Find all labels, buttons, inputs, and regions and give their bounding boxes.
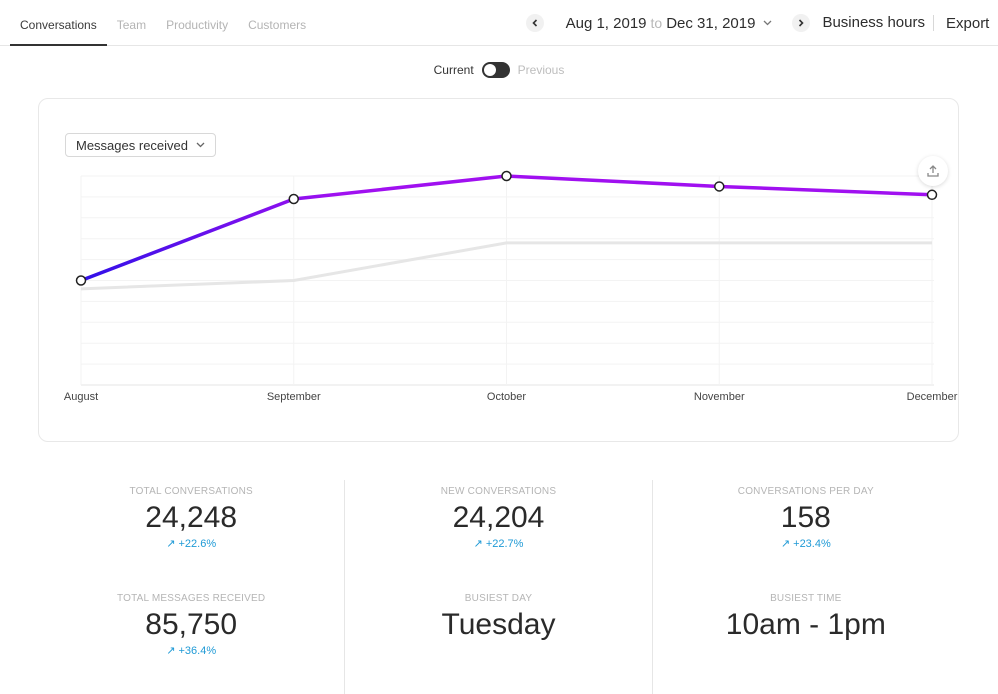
- chart-grid: [80, 175, 934, 386]
- tab-conversations[interactable]: Conversations: [10, 0, 107, 46]
- stat-label: Total Messages Received: [116, 593, 266, 604]
- stat-value: 24,248: [145, 501, 238, 534]
- stat-label: Total Conversations: [129, 486, 253, 497]
- stat-value: 85,750: [145, 608, 238, 641]
- chevron-left-icon[interactable]: [525, 14, 544, 32]
- stat-value: Tuesday: [441, 608, 556, 641]
- stat-total-messages-received: Total Messages Received 85,750 ↗ +36.4%: [38, 593, 344, 657]
- date-end: Dec 31, 2019: [666, 14, 756, 32]
- stat-change-value: +36.4%: [178, 645, 217, 657]
- stats-column: Total Conversations 24,248 ↗ +22.6% Tota…: [38, 480, 344, 694]
- switch-knob: [483, 64, 496, 76]
- date-connector: to: [650, 15, 663, 31]
- metric-select-value: Messages received: [76, 137, 188, 153]
- x-tick-label: August: [64, 391, 98, 403]
- chevron-right-icon[interactable]: [792, 14, 811, 32]
- stat-label: Conversations Per Day: [737, 486, 874, 497]
- stat-change: ↗ +23.4%: [780, 538, 831, 550]
- data-point[interactable]: [501, 170, 512, 182]
- stat-change: ↗ +36.4%: [166, 645, 217, 657]
- stats-panel: Total Conversations 24,248 ↗ +22.6% Tota…: [38, 480, 959, 694]
- date-controls: Aug 1, 2019 to Dec 31, 2019 Business hou…: [525, 0, 998, 46]
- stats-column: New Conversations 24,204 ↗ +22.7% Busies…: [344, 480, 651, 694]
- tab-team[interactable]: Team: [116, 18, 147, 32]
- stat-conversations-per-day: Conversations Per Day 158 ↗ +23.4%: [653, 486, 959, 550]
- previous-label[interactable]: Previous: [517, 63, 565, 77]
- top-navigation: Conversations Team Productivity Customer…: [0, 0, 998, 46]
- stat-busiest-time: Busiest Time 10am - 1pm: [653, 593, 959, 642]
- stat-change-value: +22.7%: [485, 538, 524, 550]
- business-hours-button[interactable]: Business hours: [822, 15, 934, 31]
- tab-productivity[interactable]: Productivity: [166, 18, 229, 32]
- stat-total-conversations: Total Conversations 24,248 ↗ +22.6%: [38, 486, 344, 550]
- x-tick-label: November: [694, 391, 745, 403]
- previous-series-line: [80, 241, 932, 291]
- stat-value: 10am - 1pm: [725, 608, 886, 641]
- x-tick-label: October: [487, 391, 526, 403]
- date-start: Aug 1, 2019: [565, 14, 647, 32]
- chart-card: Messages received August September October…: [38, 98, 959, 442]
- line-chart: August September October November December: [64, 170, 958, 403]
- current-label: Current: [433, 63, 474, 77]
- chevron-down-icon: [196, 140, 205, 151]
- report-tabs: Conversations Team Productivity Customer…: [10, 0, 316, 46]
- stat-change: ↗ +22.6%: [166, 538, 217, 550]
- date-range-picker[interactable]: Aug 1, 2019 to Dec 31, 2019: [566, 15, 773, 32]
- export-button[interactable]: Export: [946, 14, 990, 32]
- current-previous-switch[interactable]: [481, 62, 510, 78]
- metric-select[interactable]: Messages received: [65, 133, 216, 157]
- stat-label: Busiest Time: [770, 593, 842, 604]
- stat-value: 24,204: [452, 501, 545, 534]
- stat-change-value: +23.4%: [793, 538, 831, 550]
- data-point[interactable]: [75, 275, 87, 286]
- stat-value: 158: [780, 501, 831, 534]
- tab-customers[interactable]: Customers: [248, 18, 307, 32]
- upload-icon[interactable]: [918, 156, 948, 186]
- chevron-down-icon: [763, 17, 772, 29]
- stat-change: ↗ +22.7%: [473, 538, 524, 550]
- stats-column: Conversations Per Day 158 ↗ +23.4% Busie…: [651, 480, 959, 694]
- stat-label: Busiest Day: [464, 593, 533, 604]
- x-tick-label: September: [267, 391, 321, 403]
- stat-label: New Conversations: [440, 486, 557, 497]
- stat-change-value: +22.6%: [178, 538, 217, 550]
- stat-new-conversations: New Conversations 24,204 ↗ +22.7%: [345, 486, 651, 550]
- stat-busiest-day: Busiest Day Tuesday: [345, 593, 651, 642]
- data-point[interactable]: [288, 193, 299, 205]
- data-point[interactable]: [714, 181, 725, 192]
- data-point[interactable]: [926, 189, 938, 201]
- comparison-toggle: Current Previous: [0, 62, 998, 78]
- x-tick-label: December: [907, 391, 958, 403]
